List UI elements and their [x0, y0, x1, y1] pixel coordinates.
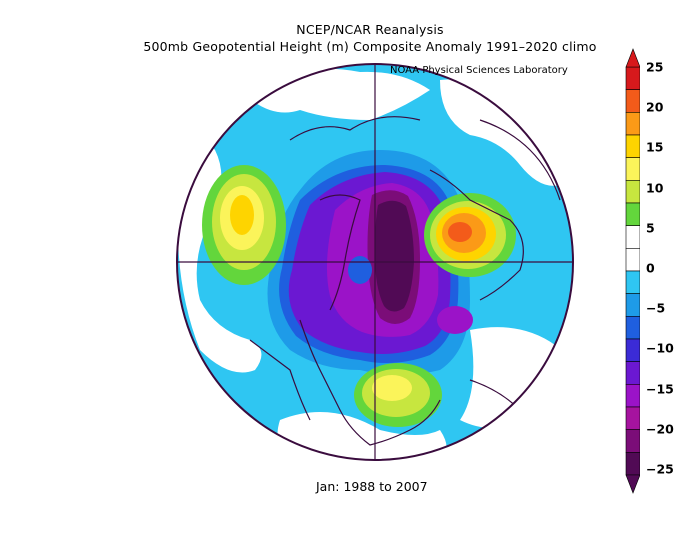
colorbar-tick-label: 0 [646, 260, 655, 276]
colorbar-tick-label: −15 [646, 381, 674, 397]
colorbar-tick-label: 20 [646, 99, 664, 115]
colorbar-segment [625, 66, 640, 90]
neutral-region-west [178, 136, 262, 373]
chart-title: NCEP/NCAR Reanalysis [296, 22, 444, 37]
colorbar-segment [625, 452, 640, 476]
colorbar-tick-label: −20 [646, 421, 674, 437]
colorbar-tick-label: 25 [646, 59, 664, 75]
colorbar-tick-label: 5 [646, 220, 655, 236]
colorbar-max-arrow [625, 48, 640, 68]
high-europe-24 [448, 222, 472, 242]
low-lobe-europe [437, 306, 473, 334]
colorbar-segment [625, 384, 640, 408]
colorbar-segment [625, 89, 640, 113]
colorbar-segment [625, 134, 640, 158]
map-boundary [176, 63, 574, 461]
colorbar-segment [625, 112, 640, 136]
chart-subtitle: 500mb Geopotential Height (m) Composite … [143, 39, 597, 54]
colorbar-segment [625, 429, 640, 453]
credit-label: NOAA Physical Sciences Laboratory [390, 65, 568, 76]
colorbar-segment [625, 338, 640, 362]
colorbar-segment [625, 293, 640, 317]
colorbar-segment [625, 270, 640, 294]
colorbar-segment [625, 225, 640, 249]
colorbar-segment [625, 406, 640, 430]
colorbar-tick-label: −10 [646, 340, 674, 356]
high-eastern-us-12 [372, 375, 412, 401]
colorbar-tick-label: −25 [646, 461, 674, 477]
colorbar-segment [625, 180, 640, 204]
colorbar-tick-label: 15 [646, 139, 664, 155]
colorbar [625, 48, 640, 494]
low-lobe-greenland [348, 256, 372, 284]
colorbar-min-arrow [625, 474, 640, 494]
neutral-region-southeast [460, 327, 560, 428]
colorbar-tick-label: 10 [646, 180, 664, 196]
colorbar-segment [625, 157, 640, 181]
period-label: Jan: 1988 to 2007 [316, 479, 428, 494]
colorbar-tick-label: −5 [646, 300, 666, 316]
colorbar-segment [625, 248, 640, 272]
contour-minus-25 [374, 200, 414, 312]
colorbar-segment [625, 202, 640, 226]
colorbar-segment [625, 316, 640, 340]
colorbar-segment [625, 361, 640, 385]
high-pacific-17 [230, 195, 254, 235]
